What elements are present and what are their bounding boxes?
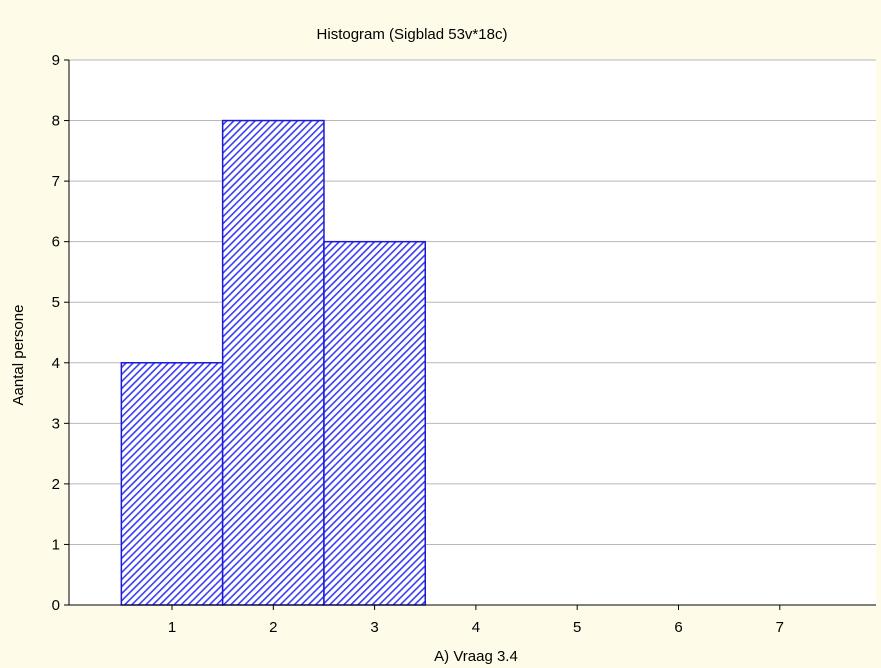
- x-tick-label: 6: [674, 619, 682, 636]
- y-axis-title: Aantal persone: [10, 305, 27, 406]
- y-tick-label: 2: [52, 476, 60, 493]
- y-tick-label: 1: [52, 536, 60, 553]
- x-tick-label: 2: [269, 619, 277, 636]
- bars: [120, 119, 427, 606]
- y-tick-label: 4: [52, 355, 60, 372]
- y-axis-ticks: 0 1 2 3 4 5 6 7 8 9: [52, 52, 69, 614]
- y-tick-label: 9: [52, 52, 60, 69]
- x-tick-label: 4: [472, 619, 480, 636]
- chart-title: Histogram (Sigblad 53v*18c): [317, 26, 508, 43]
- x-axis-ticks: 1 2 3 4 5 6 7: [168, 605, 784, 636]
- x-tick-label: 1: [168, 619, 176, 636]
- y-tick-label: 5: [52, 294, 60, 311]
- x-tick-label: 5: [573, 619, 581, 636]
- histogram-bar-1: [120, 362, 224, 606]
- x-tick-label: 7: [776, 619, 784, 636]
- histogram-bar-3: [323, 240, 427, 606]
- y-tick-label: 8: [52, 113, 60, 130]
- x-tick-label: 3: [370, 619, 378, 636]
- y-tick-label: 3: [52, 415, 60, 432]
- y-tick-label: 7: [52, 173, 60, 190]
- y-tick-label: 0: [52, 597, 60, 614]
- histogram-bar-2: [221, 119, 325, 606]
- y-tick-label: 6: [52, 234, 60, 251]
- x-axis-title: A) Vraag 3.4: [434, 648, 518, 665]
